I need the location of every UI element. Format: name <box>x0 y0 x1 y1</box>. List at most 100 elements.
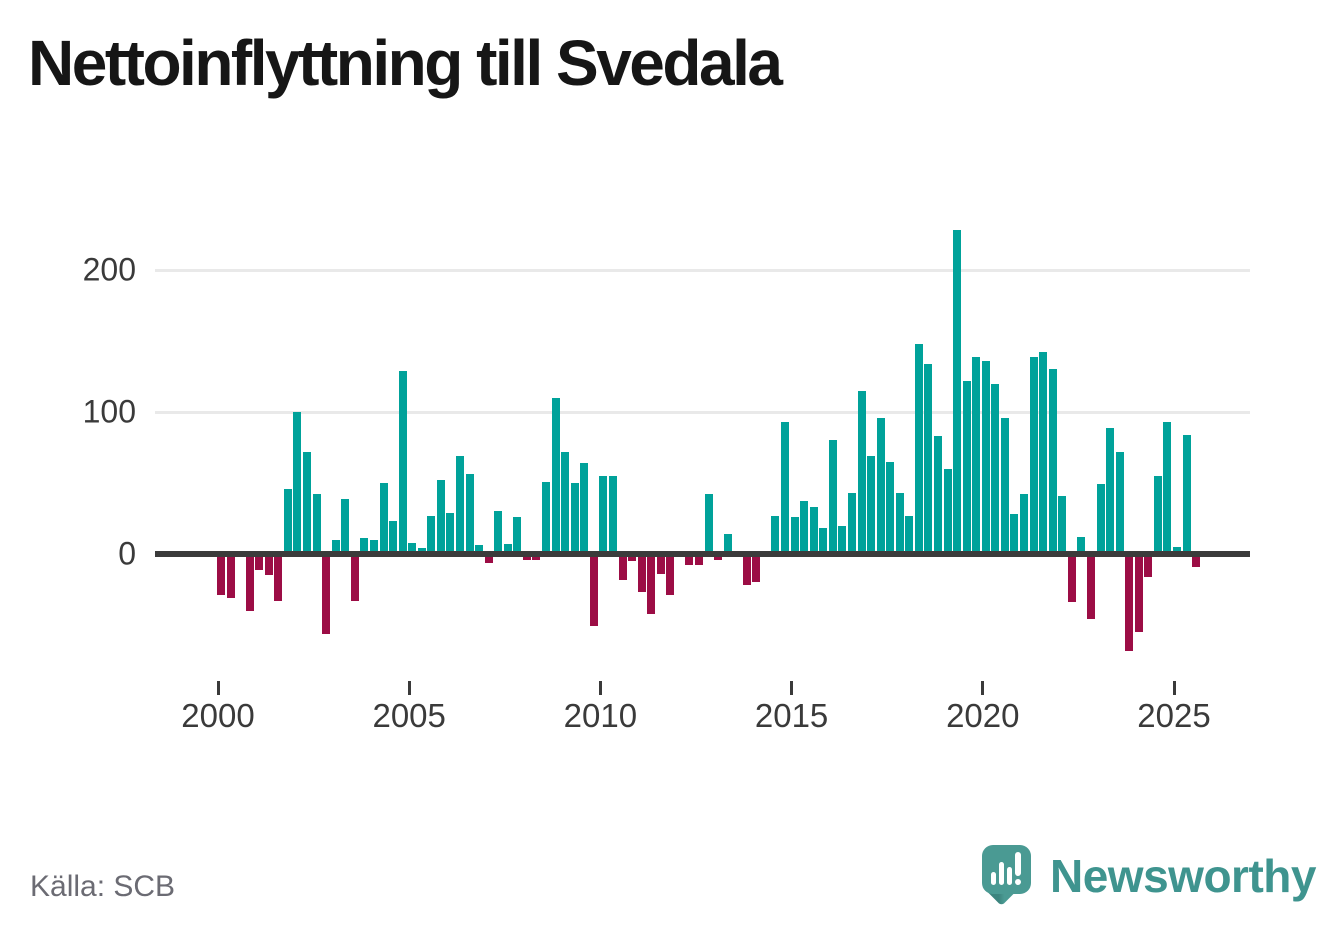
bar-2019-Q4 <box>972 356 981 554</box>
bar-2004-Q4 <box>398 370 407 554</box>
x-axis-label-2010: 2010 <box>563 697 638 734</box>
bar-2011-Q2 <box>647 554 656 614</box>
bar-2011-Q1 <box>637 554 646 593</box>
x-axis-label-2020: 2020 <box>946 697 1020 734</box>
bar-2022-Q4 <box>1086 554 1095 620</box>
x-axis-label-2025: 2025 <box>1137 697 1211 734</box>
bar-2002-Q1 <box>293 412 302 554</box>
x-tick-2000 <box>216 681 220 695</box>
bar-2007-Q4 <box>513 517 522 554</box>
bar-2010-Q3 <box>618 554 627 580</box>
bar-2023-Q4 <box>1125 554 1134 651</box>
logo-chart-bar <box>991 872 996 885</box>
bar-2024-Q1 <box>1134 554 1143 633</box>
speech-bubble <box>982 845 1031 894</box>
bar-2002-Q3 <box>312 494 321 554</box>
bar-2025-Q2 <box>1182 434 1191 554</box>
newsworthy-logo: Newsworthy <box>982 843 1316 909</box>
logo-chart-bar <box>999 862 1004 885</box>
bar-2017-Q1 <box>867 456 876 554</box>
bar-2002-Q4 <box>322 554 331 634</box>
bar-2006-Q4 <box>475 545 484 554</box>
bar-2018-Q4 <box>934 436 942 554</box>
newsworthy-wordmark: Newsworthy <box>1050 850 1316 902</box>
bar-2021-Q1 <box>1020 494 1029 554</box>
bar-2011-Q3 <box>656 554 665 574</box>
bar-2012-Q2 <box>685 554 694 566</box>
bar-2023-Q2 <box>1106 427 1115 554</box>
bar-2001-Q2 <box>264 554 273 576</box>
bar-2011-Q4 <box>666 554 675 596</box>
bar-2019-Q1 <box>943 468 952 554</box>
bar-2004-Q2 <box>379 483 388 554</box>
bar-2008-Q3 <box>542 481 551 554</box>
bar-2014-Q4 <box>781 421 790 554</box>
gridline-100 <box>155 410 1250 414</box>
bar-2004-Q1 <box>369 539 378 554</box>
bar-2009-Q2 <box>570 483 579 554</box>
bar-2015-Q1 <box>790 517 799 554</box>
bar-2007-Q1 <box>484 554 493 563</box>
x-tick-2010 <box>598 681 602 695</box>
x-tick-2005 <box>407 681 411 695</box>
bar-2020-Q1 <box>981 360 990 554</box>
bar-2021-Q2 <box>1029 356 1038 554</box>
bar-2001-Q1 <box>255 554 264 570</box>
bar-2006-Q3 <box>465 474 474 554</box>
bar-2025-Q3 <box>1192 554 1201 567</box>
logo-exclamation-dot <box>1015 879 1021 885</box>
bar-2008-Q4 <box>551 397 560 554</box>
bar-2025-Q1 <box>1173 546 1181 554</box>
bar-2014-Q3 <box>771 515 780 554</box>
zero-axis-line <box>155 551 1250 557</box>
bar-2001-Q4 <box>283 488 292 554</box>
bar-2010-Q4 <box>628 554 637 562</box>
bar-2016-Q2 <box>838 525 847 554</box>
bar-2022-Q1 <box>1058 495 1067 554</box>
y-axis-label-0: 0 <box>118 535 136 572</box>
bar-2013-Q4 <box>742 554 751 586</box>
bar-2018-Q3 <box>924 363 933 554</box>
bar-2021-Q4 <box>1048 369 1057 554</box>
bar-2022-Q3 <box>1077 536 1086 554</box>
logo-chart-bar <box>1007 867 1012 885</box>
bar-2015-Q3 <box>809 507 818 554</box>
bar-2009-Q3 <box>580 463 589 554</box>
bar-2004-Q3 <box>389 521 398 554</box>
bar-2024-Q2 <box>1144 554 1153 577</box>
bar-2000-Q4 <box>245 554 254 611</box>
bar-2012-Q3 <box>695 554 703 566</box>
bar-2016-Q3 <box>847 492 856 554</box>
bar-2024-Q3 <box>1153 475 1162 554</box>
bar-2010-Q1 <box>599 475 608 554</box>
bar-2022-Q2 <box>1067 554 1076 603</box>
bar-2017-Q4 <box>895 492 904 554</box>
bar-2014-Q1 <box>752 554 761 583</box>
bar-2023-Q1 <box>1096 484 1105 554</box>
bar-2000-Q1 <box>217 554 225 596</box>
bar-2021-Q3 <box>1039 352 1048 554</box>
bar-2013-Q2 <box>723 534 732 554</box>
x-tick-2015 <box>790 681 794 695</box>
bar-2000-Q2 <box>226 554 235 599</box>
y-axis-label-100: 100 <box>82 393 136 430</box>
logo-exclamation-stroke <box>1015 852 1021 876</box>
x-tick-2025 <box>1172 681 1176 695</box>
bar-2012-Q4 <box>704 494 713 554</box>
bar-2007-Q3 <box>503 544 512 554</box>
bar-2010-Q2 <box>608 475 617 554</box>
bar-2005-Q4 <box>436 480 445 554</box>
gridline-200 <box>155 268 1250 272</box>
source-note: Källa: SCB <box>30 870 176 903</box>
x-tick-2020 <box>981 681 985 695</box>
bar-2015-Q4 <box>819 528 828 554</box>
bar-2017-Q2 <box>876 417 885 554</box>
bar-2006-Q1 <box>446 512 455 554</box>
x-axis-label-2005: 2005 <box>372 697 446 734</box>
bar-2019-Q2 <box>953 230 962 554</box>
bar-2002-Q2 <box>303 451 312 554</box>
bar-2006-Q2 <box>456 456 464 554</box>
bar-2005-Q1 <box>408 542 417 554</box>
bar-2005-Q3 <box>427 515 436 554</box>
